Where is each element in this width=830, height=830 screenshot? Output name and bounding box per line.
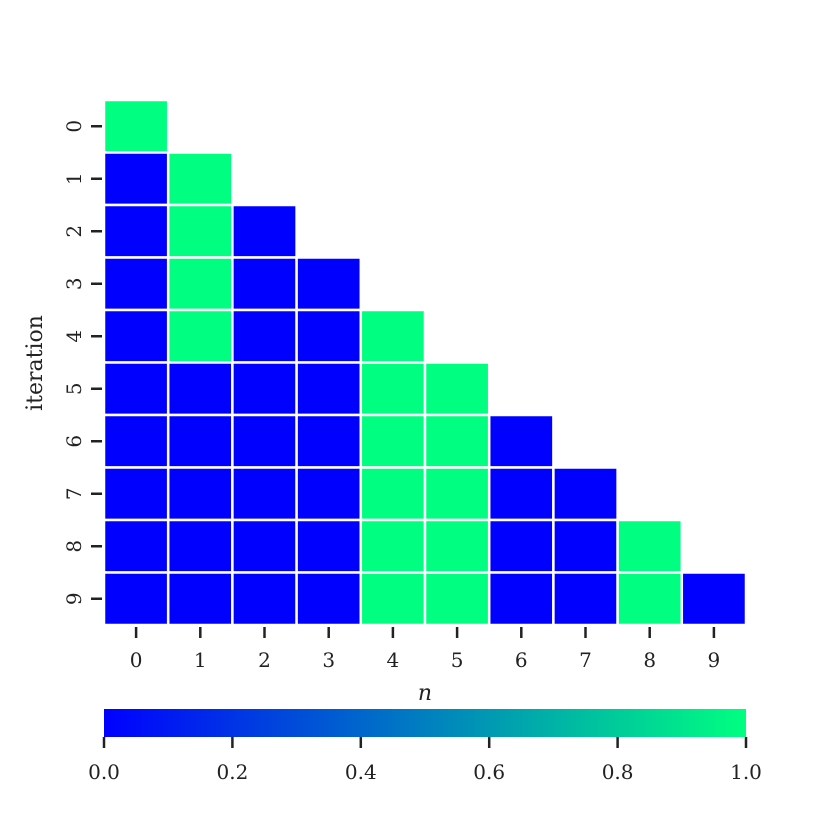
colorbar: 0.0 0.2 0.4 0.6 0.8 1.0 bbox=[88, 709, 762, 784]
heatmap-cell bbox=[295, 361, 363, 417]
colorbar-tick-label: 0.2 bbox=[216, 760, 248, 784]
x-tick-label: 2 bbox=[258, 648, 271, 672]
heatmap-cell bbox=[102, 98, 170, 154]
heatmap-cell bbox=[552, 466, 619, 522]
y-tick-label: 1 bbox=[62, 172, 86, 185]
heatmap-cell bbox=[231, 571, 298, 627]
heatmap-cell bbox=[102, 203, 170, 259]
y-tick-label: 2 bbox=[62, 225, 86, 238]
colorbar-tick-label: 0.4 bbox=[345, 760, 377, 784]
heatmap-cell bbox=[295, 256, 363, 312]
heatmap-cell bbox=[166, 413, 234, 469]
heatmap-cell bbox=[231, 203, 298, 259]
heatmap-cell bbox=[359, 361, 427, 417]
x-tick-label: 1 bbox=[194, 648, 207, 672]
heatmap-cell bbox=[487, 466, 555, 522]
x-tick-label: 5 bbox=[451, 648, 464, 672]
y-axis-title: iteration bbox=[23, 315, 48, 411]
colorbar-tick-label: 0.8 bbox=[602, 760, 634, 784]
heatmap-cell bbox=[166, 203, 234, 259]
heatmap-cell bbox=[231, 256, 298, 312]
y-tick-label: 4 bbox=[62, 330, 86, 343]
x-tick-label: 3 bbox=[322, 648, 335, 672]
heatmap-cell bbox=[423, 571, 491, 627]
y-tick-label: 6 bbox=[62, 435, 86, 448]
heatmap-cell bbox=[102, 413, 170, 469]
heatmap-cell bbox=[487, 571, 555, 627]
heatmap-cells bbox=[102, 98, 748, 627]
y-tick-label: 3 bbox=[62, 277, 86, 290]
y-tick-label: 8 bbox=[62, 540, 86, 553]
heatmap-cell bbox=[102, 518, 170, 574]
heatmap-cell bbox=[166, 518, 234, 574]
heatmap-cell bbox=[359, 518, 427, 574]
heatmap-cell bbox=[102, 308, 170, 364]
heatmap-cell bbox=[102, 466, 170, 522]
heatmap-cell bbox=[616, 571, 684, 627]
y-tick-label: 9 bbox=[62, 592, 86, 605]
x-tick-label: 7 bbox=[579, 648, 592, 672]
heatmap-cell bbox=[552, 518, 619, 574]
x-tick-label: 6 bbox=[515, 648, 528, 672]
heatmap-cell bbox=[166, 256, 234, 312]
y-axis: 0 1 2 3 4 5 6 7 8 9 bbox=[62, 120, 102, 605]
heatmap-cell bbox=[231, 413, 298, 469]
heatmap-cell bbox=[359, 308, 427, 364]
heatmap-cell bbox=[616, 518, 684, 574]
heatmap-cell bbox=[295, 413, 363, 469]
heatmap-cell bbox=[166, 571, 234, 627]
heatmap-cell bbox=[166, 151, 234, 207]
heatmap-cell bbox=[423, 466, 491, 522]
heatmap-cell bbox=[231, 518, 298, 574]
heatmap-cell bbox=[680, 571, 748, 627]
colorbar-tick-label: 0.0 bbox=[88, 760, 120, 784]
heatmap-cell bbox=[231, 361, 298, 417]
heatmap-cell bbox=[487, 518, 555, 574]
heatmap-cell bbox=[166, 308, 234, 364]
x-axis-title: n bbox=[418, 681, 432, 706]
heatmap-cell bbox=[102, 151, 170, 207]
heatmap-cell bbox=[102, 571, 170, 627]
colorbar-tick-label: 0.6 bbox=[473, 760, 505, 784]
heatmap-cell bbox=[423, 413, 491, 469]
x-tick-label: 4 bbox=[387, 648, 400, 672]
y-tick-label: 5 bbox=[62, 382, 86, 395]
y-tick-label: 7 bbox=[62, 487, 86, 500]
heatmap-cell bbox=[359, 466, 427, 522]
heatmap-cell bbox=[102, 361, 170, 417]
heatmap-cell bbox=[231, 308, 298, 364]
heatmap-cell bbox=[231, 466, 298, 522]
heatmap-cell bbox=[102, 256, 170, 312]
x-tick-label: 9 bbox=[708, 648, 721, 672]
y-tick-label: 0 bbox=[62, 120, 86, 133]
x-axis: 0 1 2 3 4 5 6 7 8 9 bbox=[130, 627, 721, 672]
heatmap-cell bbox=[423, 361, 491, 417]
heatmap-cell bbox=[166, 361, 234, 417]
heatmap-cell bbox=[295, 308, 363, 364]
heatmap-cell bbox=[423, 518, 491, 574]
heatmap-cell bbox=[295, 466, 363, 522]
heatmap-cell bbox=[166, 466, 234, 522]
heatmap-cell bbox=[552, 571, 619, 627]
heatmap-cell bbox=[295, 518, 363, 574]
colorbar-tick-label: 1.0 bbox=[730, 760, 762, 784]
x-tick-label: 8 bbox=[643, 648, 656, 672]
heatmap-cell bbox=[295, 571, 363, 627]
heatmap-cell bbox=[359, 413, 427, 469]
heatmap-cell bbox=[359, 571, 427, 627]
colorbar-gradient bbox=[104, 709, 746, 737]
heatmap-cell bbox=[487, 413, 555, 469]
x-tick-label: 0 bbox=[130, 648, 143, 672]
